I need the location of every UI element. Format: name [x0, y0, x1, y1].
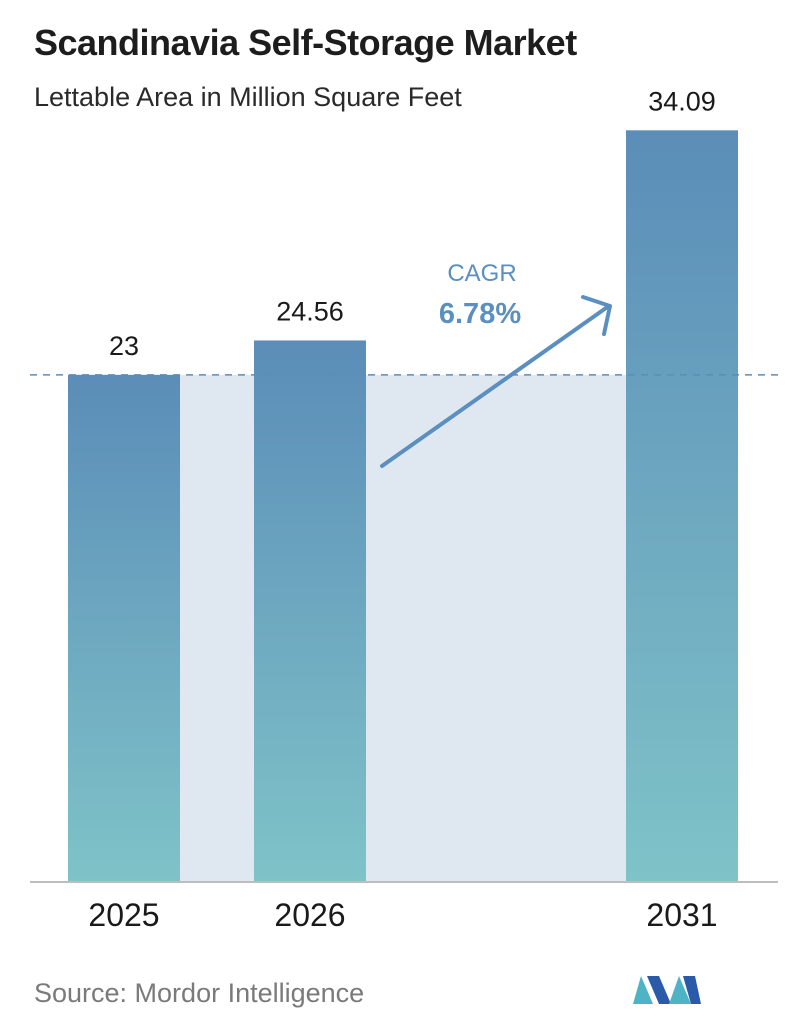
bar-2031 [626, 130, 738, 883]
chart-title: Scandinavia Self-Storage Market [34, 22, 577, 63]
cagr-arrow-line [380, 306, 608, 468]
cagr-label: CAGR [447, 260, 516, 287]
category-label: 2025 [88, 897, 159, 933]
source-note: Source: Mordor Intelligence [34, 978, 365, 1008]
value-label: 23 [109, 331, 139, 361]
mordor-logo-icon [633, 976, 701, 1004]
cagr-value: 6.78% [439, 298, 521, 330]
category-label: 2026 [274, 897, 345, 933]
chart-subtitle: Lettable Area in Million Square Feet [34, 82, 462, 112]
value-label: 24.56 [276, 296, 344, 326]
cagr-arrow-head-icon [581, 295, 612, 336]
bar-2026 [254, 340, 366, 882]
bar-2025 [68, 374, 180, 882]
value-label: 34.09 [648, 86, 716, 116]
category-label: 2031 [646, 897, 717, 933]
bar-chart: 23 2025 24.56 2026 34.09 2031 CAGR 6.78% [30, 86, 780, 933]
